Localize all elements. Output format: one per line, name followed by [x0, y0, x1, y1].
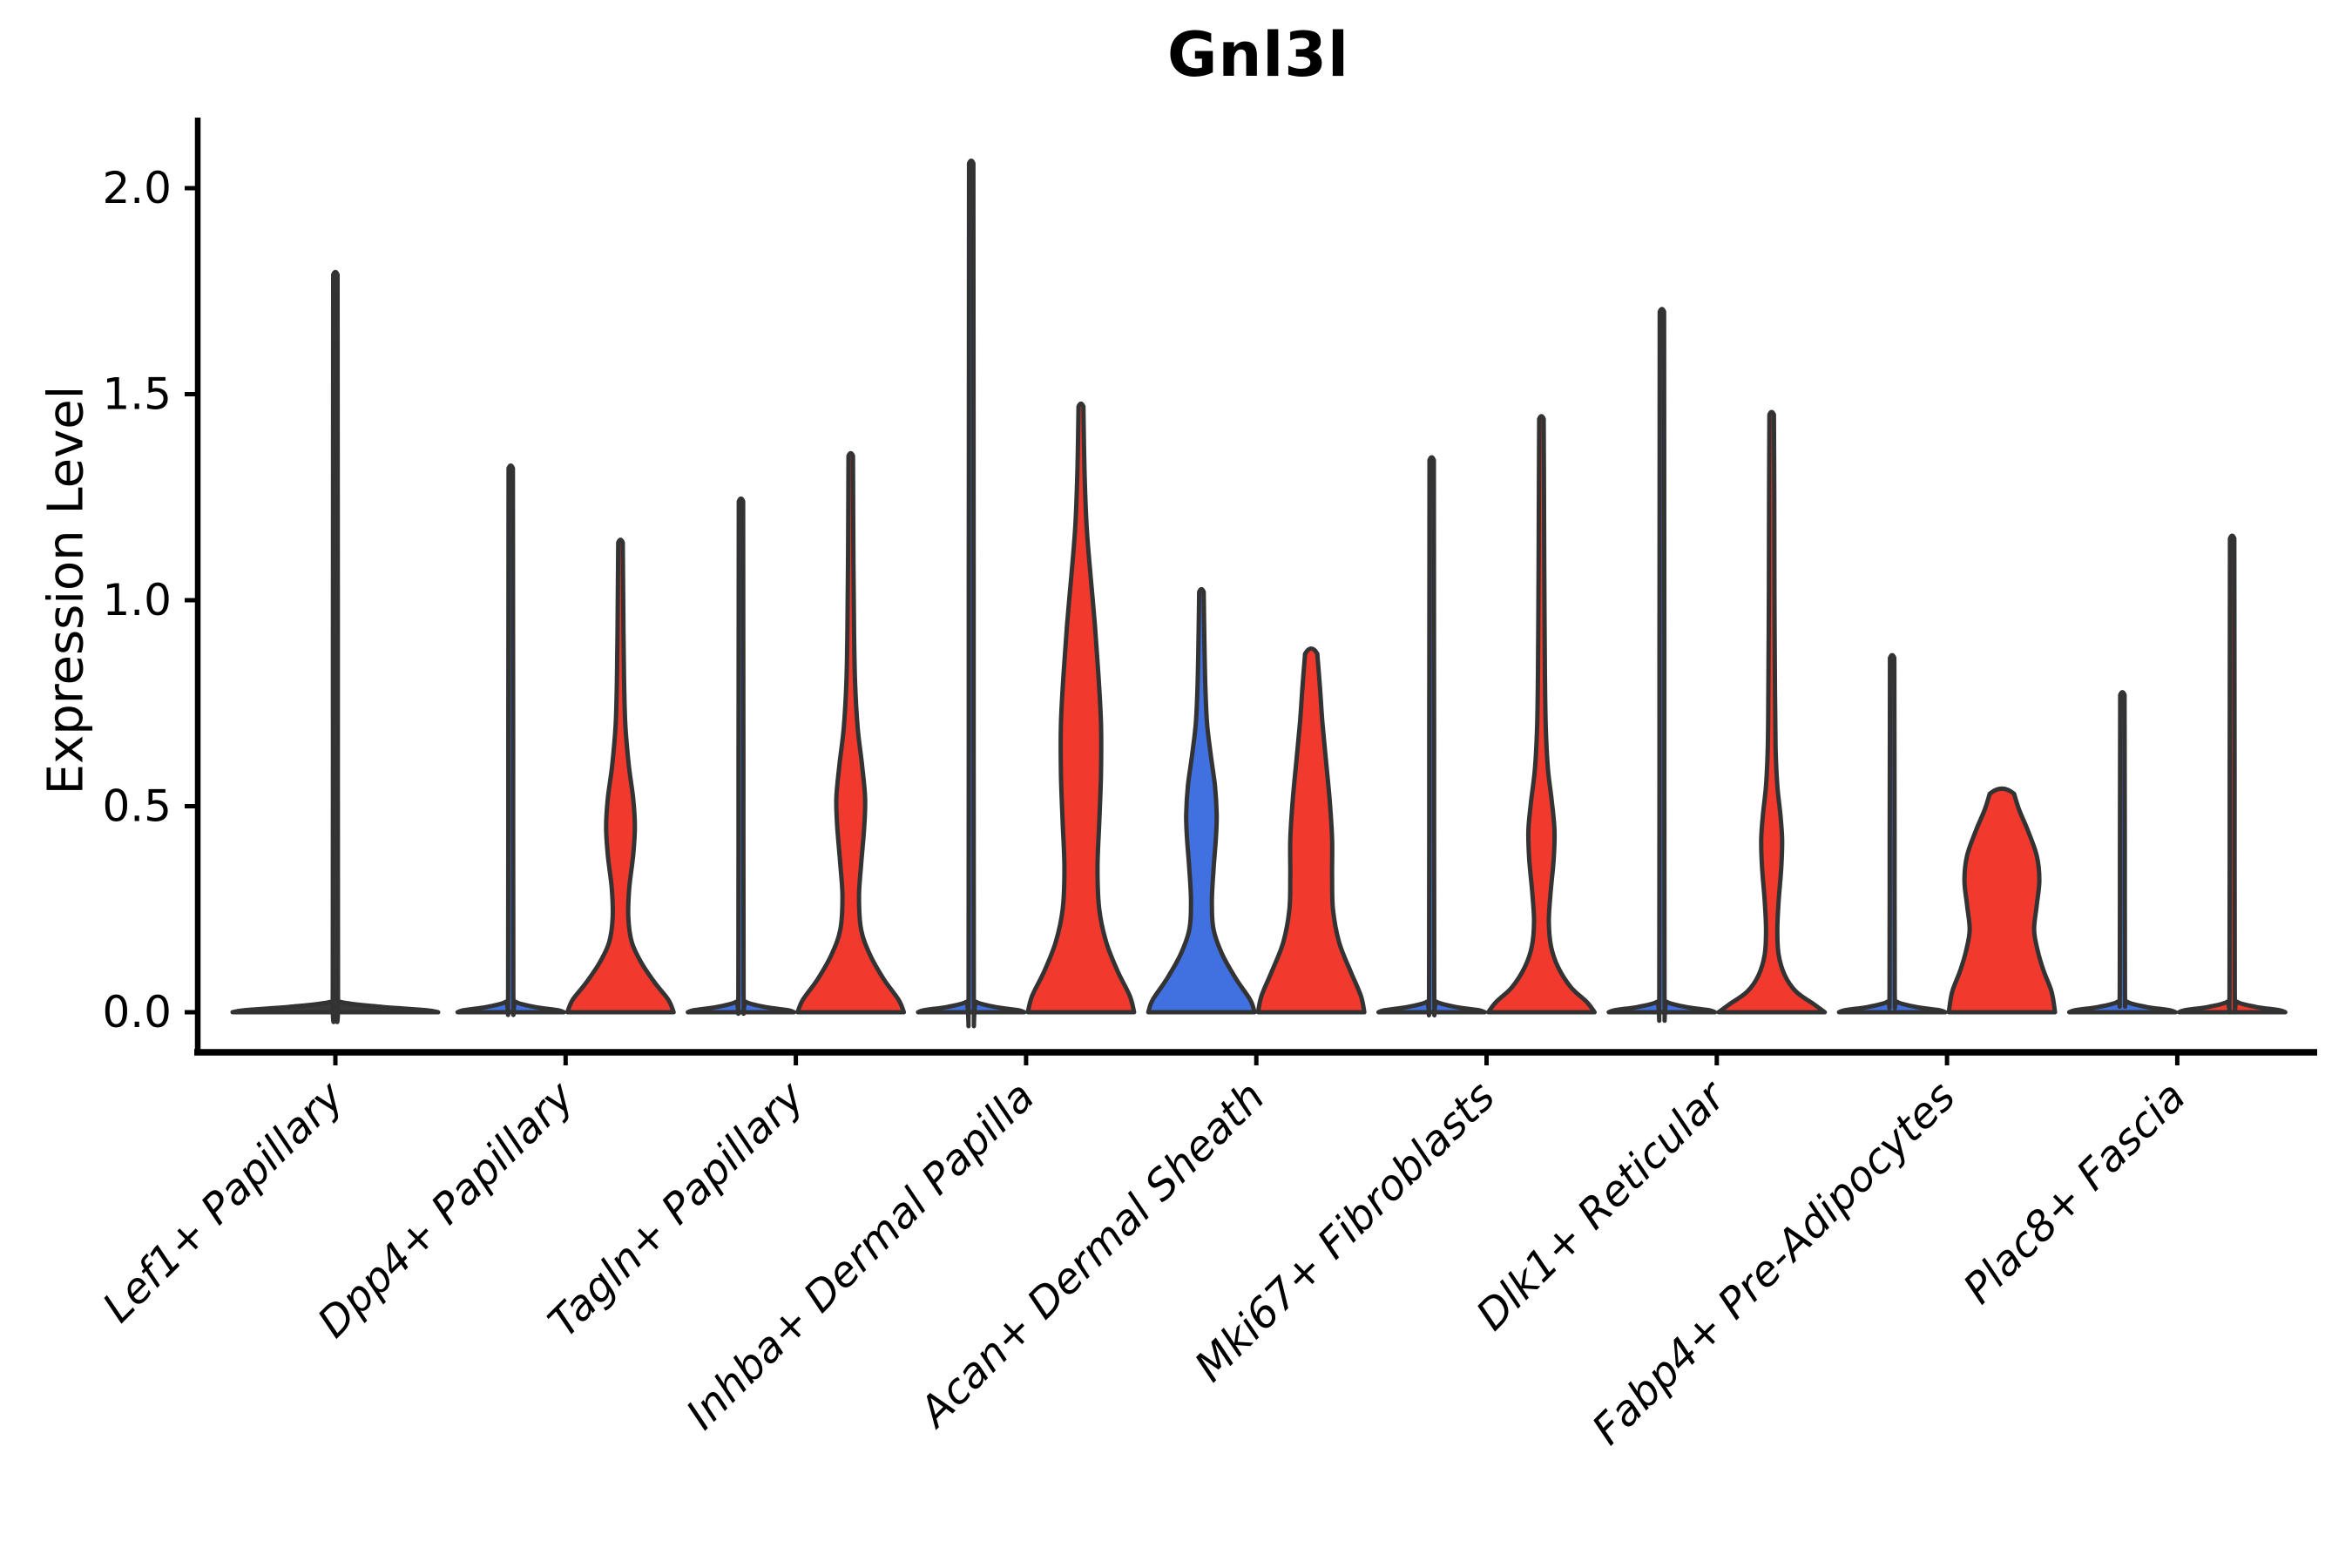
- violin: [1606, 307, 1718, 1024]
- violin: [455, 463, 566, 1017]
- violin: [1376, 455, 1487, 1017]
- violin: [230, 269, 441, 1024]
- violin: [1025, 402, 1137, 1015]
- violin: [1836, 652, 1948, 1015]
- y-tick-label: 1.5: [102, 369, 172, 420]
- violin: [1946, 786, 2058, 1015]
- violin: [916, 159, 1027, 1029]
- y-tick-label: 1.0: [102, 575, 172, 625]
- violin: [564, 537, 676, 1015]
- x-tick-label: Dlk1+ Reticular: [1467, 1071, 1737, 1341]
- chart-title: Gnl3l: [1167, 19, 1349, 91]
- violin: [1146, 586, 1257, 1015]
- violin: [686, 496, 797, 1017]
- x-tick-label: Dpp4+ Papillary: [308, 1071, 584, 1347]
- y-tick-label: 2.0: [102, 163, 172, 213]
- x-tick-label: Fabp4+ Pre-Adipocytes: [1583, 1072, 1965, 1455]
- x-tick-label: Tagln+ Papillary: [539, 1071, 814, 1347]
- violin: [1716, 409, 1828, 1015]
- x-tick-label: Lef1+ Papillary: [93, 1071, 354, 1332]
- y-tick-label: 0.5: [102, 781, 172, 832]
- y-axis-title: Expression Level: [37, 385, 95, 795]
- violin: [1255, 646, 1367, 1015]
- violin: [2176, 533, 2288, 1015]
- violin: [1486, 414, 1597, 1015]
- x-tick-label: Plac8+ Fascia: [1954, 1072, 2195, 1314]
- y-tick-label: 0.0: [102, 987, 172, 1037]
- violin: [2066, 690, 2178, 1015]
- violin: [795, 450, 907, 1015]
